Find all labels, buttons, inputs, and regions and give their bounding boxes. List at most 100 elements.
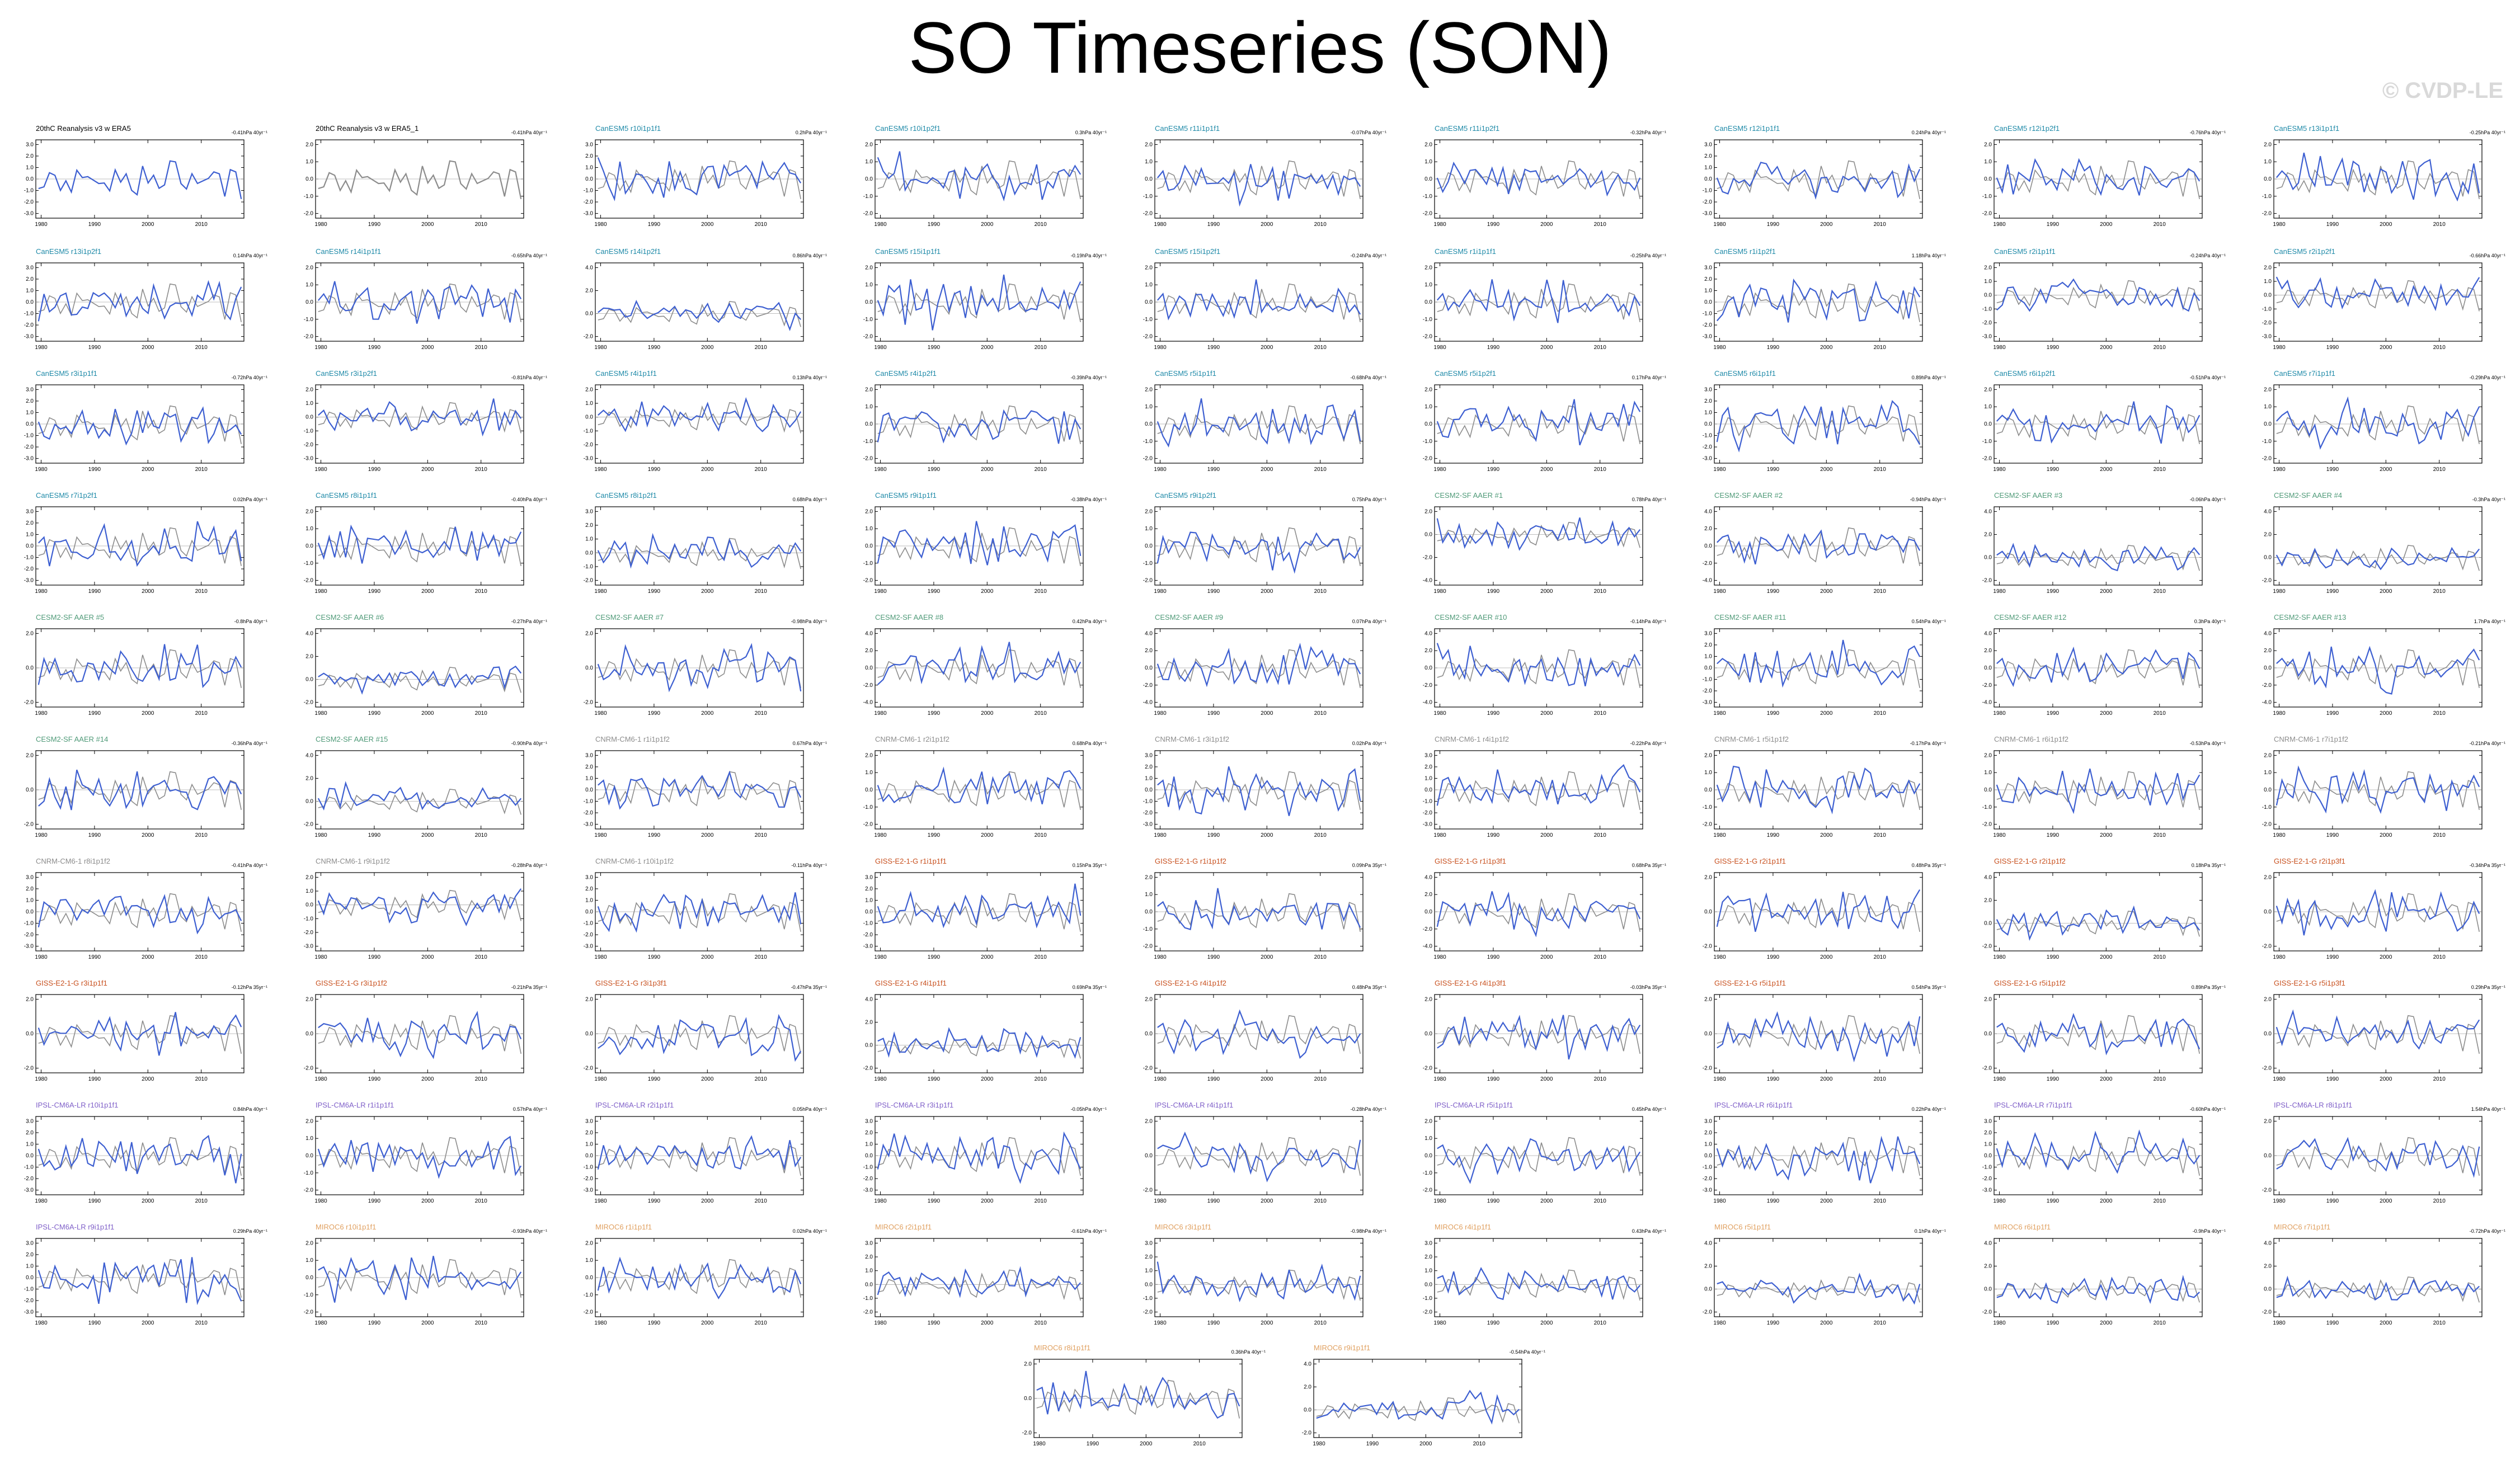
y-tick-label: -2.0 xyxy=(584,1066,594,1072)
panel: CESM2-SF AAER #11 0.54hPa 40yr⁻¹ 3.0 2.0 1.0… xyxy=(1703,613,1946,717)
y-tick-label: 2.0 xyxy=(2264,387,2272,393)
panel-trend: -0.47hPa 35yr⁻¹ xyxy=(791,984,827,990)
panel-trend: 0.54hPa 35yr⁻¹ xyxy=(1912,984,1946,990)
panel-trend: -0.90hPa 40yr⁻¹ xyxy=(511,741,547,746)
panel: MIROC6 r10i1p1f1 -0.93hPa 40yr⁻¹ 2.0 1.0 0.0… xyxy=(304,1223,547,1326)
y-tick-label: 2.0 xyxy=(1704,398,1712,404)
obs-series-line xyxy=(318,527,521,566)
x-tick-label: 2010 xyxy=(1874,832,1887,838)
x-tick-label: 1990 xyxy=(648,222,661,228)
y-tick-label: 3.0 xyxy=(1704,1118,1712,1124)
x-tick-label: 2010 xyxy=(475,954,488,960)
y-tick-label: 0.0 xyxy=(1704,909,1712,915)
y-tick-label: 0.0 xyxy=(585,909,593,915)
x-tick-label: 2010 xyxy=(1314,1076,1327,1082)
y-tick-label: 2.0 xyxy=(2264,874,2272,880)
x-tick-label: 2000 xyxy=(2380,345,2392,351)
model-series-line xyxy=(1437,1015,1641,1060)
y-tick-label: 4.0 xyxy=(1304,1361,1311,1367)
x-tick-label: 2000 xyxy=(1820,345,1833,351)
panel-title: MIROC6 r7i1p1f1 xyxy=(2274,1223,2330,1231)
y-tick-label: 2.0 xyxy=(305,996,313,1002)
x-tick-label: 2000 xyxy=(2380,467,2392,473)
obs-series-line xyxy=(38,1015,242,1054)
x-tick-label: 1980 xyxy=(1993,345,2006,351)
x-tick-label: 1990 xyxy=(368,832,381,838)
y-tick-label: -2.0 xyxy=(584,199,594,205)
y-tick-label: 2.0 xyxy=(2264,265,2272,271)
x-tick-label: 2000 xyxy=(1820,832,1833,838)
y-tick-label: 0.0 xyxy=(2264,555,2272,561)
y-tick-label: -2.0 xyxy=(1982,1309,1992,1316)
y-tick-label: -1.0 xyxy=(584,921,594,927)
x-tick-label: 1980 xyxy=(35,1320,48,1326)
x-tick-label: 2010 xyxy=(195,1076,208,1082)
obs-series-line xyxy=(38,160,242,200)
plot-frame xyxy=(1434,1238,1643,1317)
panel-trend: 0.84hPa 40yr⁻¹ xyxy=(233,1106,267,1112)
y-tick-label: -2.0 xyxy=(2262,578,2272,584)
x-tick-label: 2000 xyxy=(1261,588,1273,595)
x-tick-label: 1980 xyxy=(1154,832,1167,838)
panel-title: CanESM5 r14i1p2f1 xyxy=(595,247,661,256)
x-tick-label: 1990 xyxy=(928,710,941,717)
panel-trend: -0.40hPa 40yr⁻¹ xyxy=(511,497,547,502)
panel-trend: -0.21hPa 35yr⁻¹ xyxy=(511,984,547,990)
model-series-line xyxy=(597,1256,802,1299)
x-tick-label: 2000 xyxy=(1540,345,1553,351)
obs-series-line xyxy=(1437,649,1640,688)
x-tick-label: 1990 xyxy=(88,222,101,228)
x-tick-label: 2010 xyxy=(2433,467,2446,473)
y-tick-label: -3.0 xyxy=(24,334,34,340)
obs-series-line xyxy=(1157,1137,1361,1176)
panel-title: CanESM5 r12i1p1f1 xyxy=(1714,124,1780,133)
x-tick-label: 2010 xyxy=(195,710,208,717)
panel-title: CanESM5 r11i1p1f1 xyxy=(1155,124,1220,133)
x-tick-label: 2010 xyxy=(2154,588,2166,595)
y-tick-label: 0.0 xyxy=(1704,421,1712,427)
x-tick-label: 2010 xyxy=(475,832,488,838)
y-tick-label: -3.0 xyxy=(1143,822,1153,828)
panel: CanESM5 r10i1p2f1 0.3hPa 40yr⁻¹ 2.0 1.0 0.0 -… xyxy=(863,124,1107,228)
y-tick-label: -1.0 xyxy=(24,1287,34,1293)
x-tick-label: 1980 xyxy=(1993,1076,2006,1082)
model-series-line xyxy=(877,1266,1082,1298)
obs-series-line xyxy=(38,405,242,444)
panel-trend: -0.38hPa 40yr⁻¹ xyxy=(1071,497,1107,502)
y-tick-label: -2.0 xyxy=(24,700,34,706)
y-tick-label: -3.0 xyxy=(584,944,594,950)
y-tick-label: 2.0 xyxy=(2264,648,2272,654)
x-tick-label: 2010 xyxy=(2433,832,2446,838)
y-tick-label: 2.0 xyxy=(1424,508,1432,515)
x-tick-label: 2000 xyxy=(981,588,994,595)
x-tick-label: 1980 xyxy=(35,1198,48,1204)
y-tick-label: -1.0 xyxy=(1143,194,1153,200)
obs-series-line xyxy=(598,160,801,199)
x-tick-label: 2010 xyxy=(1314,710,1327,717)
panel-trend: 0.86hPa 40yr⁻¹ xyxy=(793,253,827,258)
plot-frame xyxy=(315,384,524,464)
x-tick-label: 1990 xyxy=(2326,1198,2339,1204)
y-tick-label: 1.0 xyxy=(585,897,593,903)
y-tick-label: -2.0 xyxy=(863,1309,873,1316)
panel: CNRM-CM6-1 r4i1p1f2 -0.22hPa 40yr⁻¹ 3.0 2.0… xyxy=(1423,735,1666,838)
y-tick-label: 3.0 xyxy=(585,874,593,880)
x-tick-label: 2000 xyxy=(421,345,434,351)
y-tick-label: -1.0 xyxy=(304,916,314,922)
panel: IPSL-CM6A-LR r6i1p1f1 0.22hPa 40yr⁻¹ 3.0 2.… xyxy=(1703,1101,1946,1204)
x-tick-label: 2010 xyxy=(1874,345,1887,351)
obs-series-line xyxy=(38,527,242,566)
y-tick-label: -2.0 xyxy=(1703,199,1713,205)
panel-trend: 0.48hPa 35yr⁻¹ xyxy=(1912,863,1946,868)
panel: CESM2-SF AAER #3 -0.06hPa 40yr⁻¹ 4.0 2.0 0.0… xyxy=(1982,491,2226,595)
panel: CESM2-SF AAER #5 -0.8hPa 40yr⁻¹ 2.0 0.0 -2.0… xyxy=(24,613,267,717)
x-tick-label: 2010 xyxy=(1035,1198,1047,1204)
model-series-line xyxy=(598,1014,802,1062)
y-tick-label: 2.0 xyxy=(1704,526,1712,532)
x-tick-label: 1990 xyxy=(648,832,661,838)
panel-title: CESM2-SF AAER #3 xyxy=(1994,491,2062,500)
model-series-line xyxy=(1996,1275,2200,1304)
x-tick-label: 2000 xyxy=(2380,222,2392,228)
y-tick-label: 0.0 xyxy=(1704,787,1712,793)
x-tick-label: 1980 xyxy=(1154,345,1167,351)
